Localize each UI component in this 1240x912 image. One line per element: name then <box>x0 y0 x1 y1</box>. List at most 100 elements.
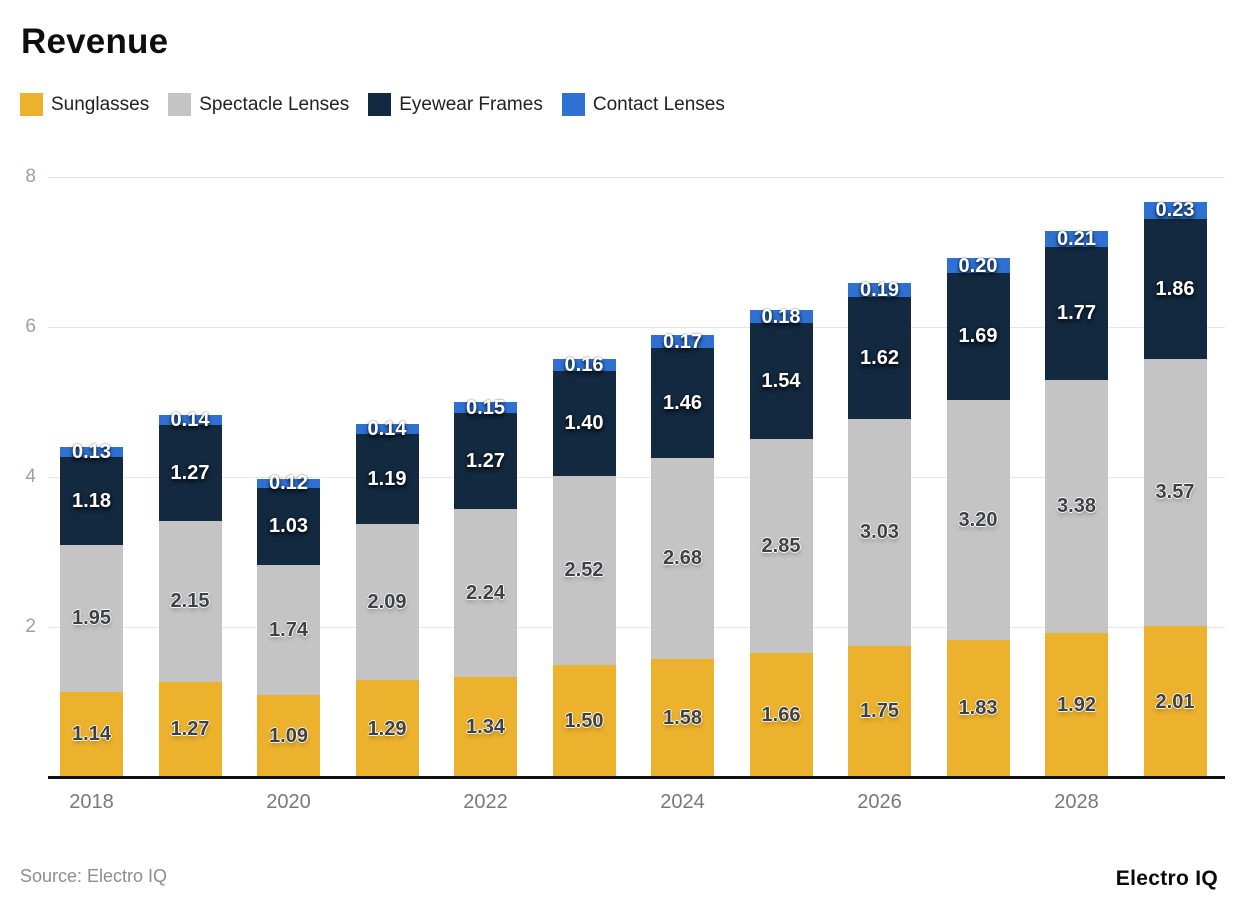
bar-value-label: 0.21 <box>1057 227 1096 250</box>
bar-segment-sunglasses-2027: 1.83 <box>946 639 1010 777</box>
bar-segment-contact-lenses-2025: 0.18 <box>749 307 813 327</box>
bar-value-label: 2.09 <box>367 590 407 613</box>
bar-segment-sunglasses-2019: 1.27 <box>158 681 222 777</box>
bar-segment-contact-lenses-2029: 0.23 <box>1143 199 1207 222</box>
gridline-6 <box>48 326 1225 328</box>
bar-value-label: 0.17 <box>663 330 702 353</box>
legend-item-label: Sunglasses <box>51 93 150 115</box>
bar-segment-sunglasses-2026: 1.75 <box>848 645 911 777</box>
bar-value-label: 1.69 <box>958 325 998 348</box>
bar-segment-eyewear-frames-2022: 1.27 <box>454 413 517 509</box>
bar-segment-eyewear-frames-2027: 1.69 <box>946 273 1010 400</box>
bar-value-label: 1.19 <box>367 467 407 490</box>
bar-segment-spectacle-lenses-2020: 1.74 <box>257 564 320 696</box>
bar-value-label: 0.14 <box>170 409 210 431</box>
legend-item-contact-lenses: Contact Lenses <box>561 93 725 116</box>
bar-segment-contact-lenses-2020: 0.12 <box>257 473 320 493</box>
bar-segment-sunglasses-2022: 1.34 <box>454 676 517 777</box>
bar-value-label: 2.15 <box>170 590 210 613</box>
x-axis-label-2026: 2026 <box>857 791 902 813</box>
bar-value-label: 1.50 <box>564 709 604 732</box>
bar-segment-sunglasses-2029: 2.01 <box>1143 626 1207 777</box>
bar-segment-spectacle-lenses-2023: 2.52 <box>552 475 616 665</box>
bar-segment-spectacle-lenses-2028: 3.38 <box>1045 379 1108 633</box>
bar-value-label: 1.74 <box>269 619 308 641</box>
bar-value-label: 0.19 <box>860 278 899 301</box>
bar-segment-contact-lenses-2023: 0.16 <box>552 355 616 375</box>
x-axis-label-2018: 2018 <box>69 791 114 813</box>
bar-value-label: 1.75 <box>860 700 899 723</box>
legend-item-label: Contact Lenses <box>592 93 725 115</box>
bar-segment-eyewear-frames-2021: 1.19 <box>355 434 419 524</box>
bar-value-label: 3.20 <box>958 508 998 531</box>
legend-item-sunglasses: Sunglasses <box>20 93 149 116</box>
bar-segment-contact-lenses-2024: 0.17 <box>651 332 714 352</box>
bar-value-label: 0.16 <box>564 353 604 376</box>
bar-segment-spectacle-lenses-2019: 2.15 <box>158 520 222 682</box>
bar-segment-eyewear-frames-2028: 1.77 <box>1045 246 1108 380</box>
bar-segment-eyewear-frames-2024: 1.46 <box>651 348 714 458</box>
bar-segment-spectacle-lenses-2029: 3.57 <box>1143 358 1207 627</box>
bar-segment-spectacle-lenses-2026: 3.03 <box>848 418 911 646</box>
x-axis-label-2020: 2020 <box>266 791 311 813</box>
bar-value-label: 1.95 <box>72 607 111 630</box>
bar-segment-eyewear-frames-2029: 1.86 <box>1143 219 1207 359</box>
bar-value-label: 0.15 <box>466 396 505 419</box>
bar-segment-eyewear-frames-2025: 1.54 <box>749 323 813 439</box>
gridline-2 <box>48 626 1225 628</box>
y-axis-label-2: 2 <box>25 616 36 637</box>
bar-segment-spectacle-lenses-2025: 2.85 <box>749 438 813 653</box>
bar-value-label: 3.38 <box>1057 495 1096 518</box>
bar-value-label: 1.83 <box>958 697 998 720</box>
bar-segment-sunglasses-2025: 1.66 <box>749 652 813 777</box>
bar-value-label: 1.46 <box>663 391 702 414</box>
bar-segment-eyewear-frames-2019: 1.27 <box>158 425 222 521</box>
gridline-8 <box>48 176 1225 178</box>
legend-item-spectacle-lenses: Spectacle Lenses <box>168 93 349 116</box>
source-note: Source: Electro IQ <box>20 866 168 886</box>
bar-value-label: 1.40 <box>564 412 604 434</box>
y-axis-label-4: 4 <box>25 466 36 487</box>
x-axis-line <box>48 776 1225 779</box>
bar-value-label: 1.27 <box>170 461 210 484</box>
bar-value-label: 1.09 <box>269 725 308 748</box>
bar-segment-sunglasses-2028: 1.92 <box>1045 633 1108 777</box>
bar-value-label: 0.12 <box>269 472 308 494</box>
bar-value-label: 1.62 <box>860 346 899 369</box>
bar-segment-contact-lenses-2027: 0.20 <box>946 256 1010 276</box>
bar-segment-contact-lenses-2022: 0.15 <box>454 398 517 418</box>
bar-value-label: 1.27 <box>466 449 505 472</box>
bar-segment-eyewear-frames-2026: 1.62 <box>848 297 911 419</box>
legend-swatch-icon <box>20 93 43 116</box>
bar-value-label: 0.13 <box>72 440 111 463</box>
chart-legend: Sunglasses Spectacle Lenses Eyewear Frames… <box>20 93 725 116</box>
bar-segment-contact-lenses-2028: 0.21 <box>1045 227 1108 250</box>
bar-value-label: 2.24 <box>466 581 505 604</box>
bar-segment-sunglasses-2023: 1.50 <box>552 664 616 777</box>
bar-value-label: 1.66 <box>761 703 801 726</box>
bar-value-label: 1.18 <box>72 490 111 512</box>
bar-segment-eyewear-frames-2020: 1.03 <box>257 487 320 565</box>
bar-value-label: 1.29 <box>367 717 407 740</box>
bar-value-label: 1.27 <box>170 718 210 741</box>
bar-value-label: 0.14 <box>367 418 407 440</box>
bar-value-label: 1.34 <box>466 715 505 738</box>
y-axis-label-6: 6 <box>25 316 36 337</box>
legend-swatch-icon <box>368 93 392 116</box>
chart-title: Revenue <box>21 22 169 61</box>
legend-item-label: Spectacle Lenses <box>199 93 350 115</box>
bar-segment-sunglasses-2018: 1.14 <box>60 691 123 777</box>
bar-segment-spectacle-lenses-2022: 2.24 <box>454 508 517 677</box>
y-axis-label-8: 8 <box>25 166 36 187</box>
bar-value-label: 1.86 <box>1155 277 1195 300</box>
bar-value-label: 1.77 <box>1057 302 1096 325</box>
x-axis-label-2024: 2024 <box>660 791 705 813</box>
bar-value-label: 2.52 <box>564 559 604 581</box>
gridline-4 <box>48 476 1225 478</box>
brand-logo: Electro IQ <box>1115 867 1218 890</box>
legend-item-label: Eyewear Frames <box>399 93 543 115</box>
bar-segment-spectacle-lenses-2027: 3.20 <box>946 399 1010 640</box>
bar-value-label: 0.23 <box>1155 199 1195 222</box>
bar-segment-spectacle-lenses-2018: 1.95 <box>60 545 123 692</box>
